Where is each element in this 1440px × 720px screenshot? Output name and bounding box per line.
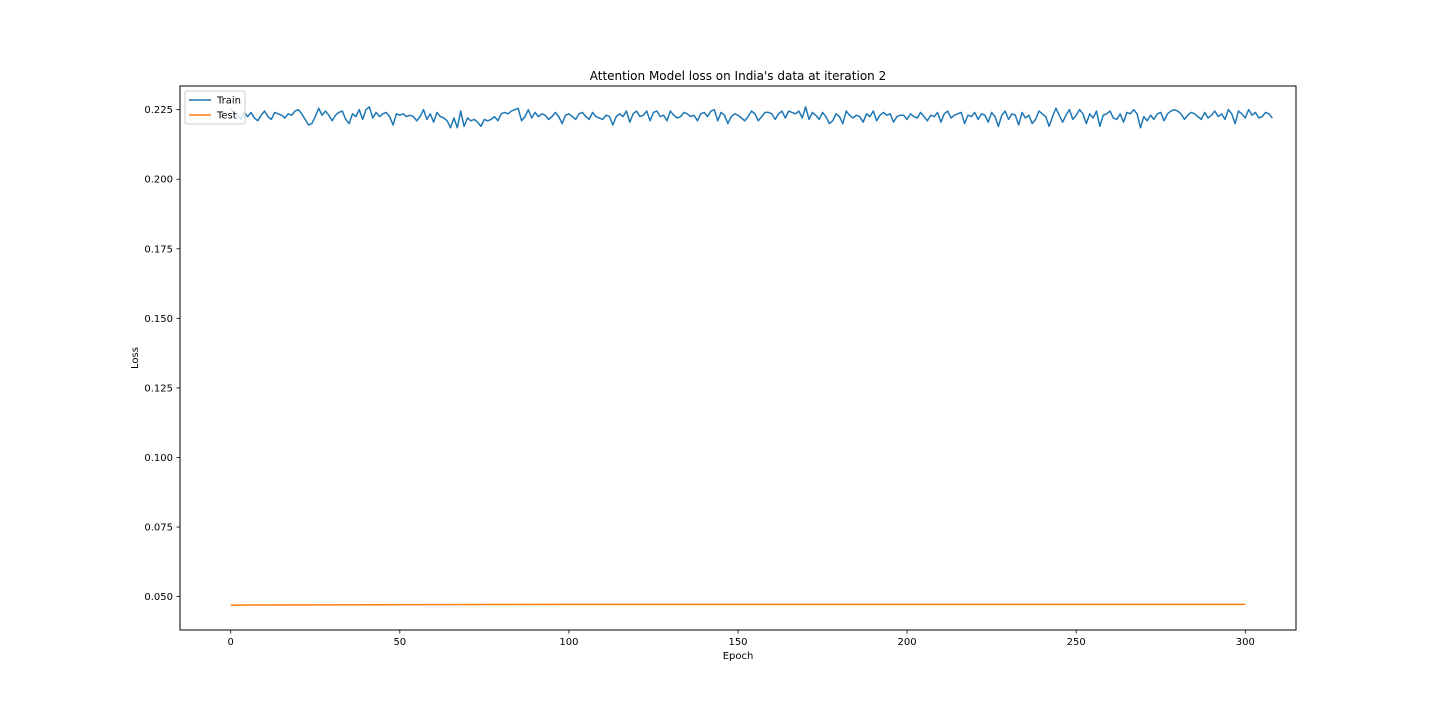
y-tick-label: 0.125 [144,383,173,394]
y-tick-label: 0.075 [144,523,173,534]
x-tick-label: 300 [1236,637,1255,648]
y-axis-ticks: 0.050 0.075 0.100 0.125 0.150 0.175 0.200 0.225 [144,105,180,603]
y-tick-label: 0.100 [144,453,173,464]
x-tick-label: 200 [898,637,917,648]
y-tick-label: 0.050 [144,592,173,603]
y-axis-label: Loss [130,347,141,369]
y-tick-label: 0.150 [144,314,173,325]
series-line-test [230,603,1246,606]
x-axis-ticks: 0 50 100 150 200 250 300 [228,630,1255,648]
legend-label-test: Test [216,111,237,122]
x-axis-label: Epoch [723,651,754,662]
x-tick-label: 0 [228,637,234,648]
legend-label-train: Train [216,96,241,107]
x-tick-label: 150 [728,637,747,648]
x-tick-label: 250 [1067,637,1086,648]
x-tick-label: 50 [393,637,406,648]
y-tick-label: 0.225 [144,105,173,116]
chart-title: Attention Model loss on India's data at … [590,69,886,83]
y-tick-label: 0.200 [144,175,173,186]
x-tick-label: 100 [559,637,578,648]
series-layer [230,106,1273,606]
legend: Train Test [184,90,246,125]
series-line-train [230,106,1273,129]
y-tick-label: 0.175 [144,244,173,255]
